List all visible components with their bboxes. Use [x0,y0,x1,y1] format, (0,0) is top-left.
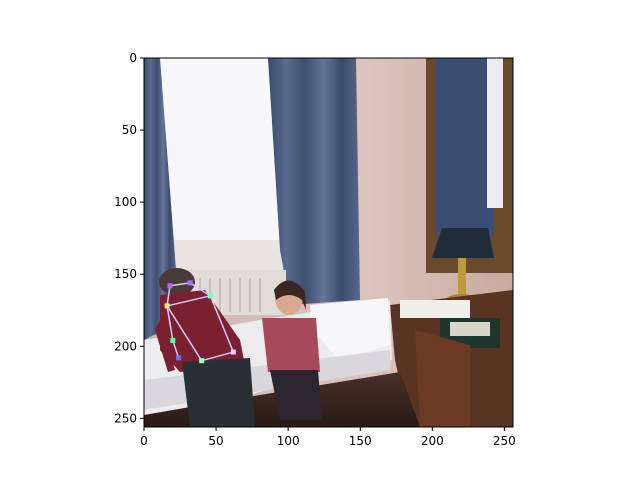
axes-frame [143,57,514,428]
left-curtain [144,58,176,340]
middle-curtain [268,58,360,305]
child-standing [155,268,255,427]
x-tick-label: 250 [493,434,516,448]
pose-edge [169,282,191,287]
x-tick-label: 0 [140,434,148,448]
pose-keypoint [176,355,182,361]
pose-keypoint [170,338,176,344]
x-tick-label: 200 [421,434,444,448]
window [158,58,284,263]
pose-keypoint [199,358,205,364]
x-tick-label: 150 [349,434,372,448]
pose-keypoint [167,283,173,289]
pose-edge [209,295,235,353]
y-tick-label: 250 [114,411,137,425]
pose-edge [166,295,211,307]
y-tick-label: 0 [129,51,137,65]
y-tick-label: 200 [114,339,137,353]
pose-edge [166,305,203,362]
pose-keypoint [187,280,193,286]
y-tick-label: 50 [122,123,137,137]
y-tick-label: 100 [114,195,137,209]
photo [144,58,513,427]
pose-overlay [164,280,236,364]
x-tick-label: 100 [277,434,300,448]
pose-edge [166,285,171,307]
pose-keypoint [230,349,236,355]
pose-keypoint [164,303,170,309]
pose-edge [201,351,234,362]
pose-edge [172,340,180,359]
y-tick-label: 150 [114,267,137,281]
x-axis: 0 50 100 150 200 250 [140,427,516,448]
child-sitting [262,280,322,420]
x-tick-label: 50 [208,434,223,448]
pose-keypoint [207,293,213,299]
lamp [432,228,494,258]
pose-edge [189,282,211,297]
pose-edge [166,305,174,341]
y-axis: 0 50 100 150 200 250 [114,51,144,425]
